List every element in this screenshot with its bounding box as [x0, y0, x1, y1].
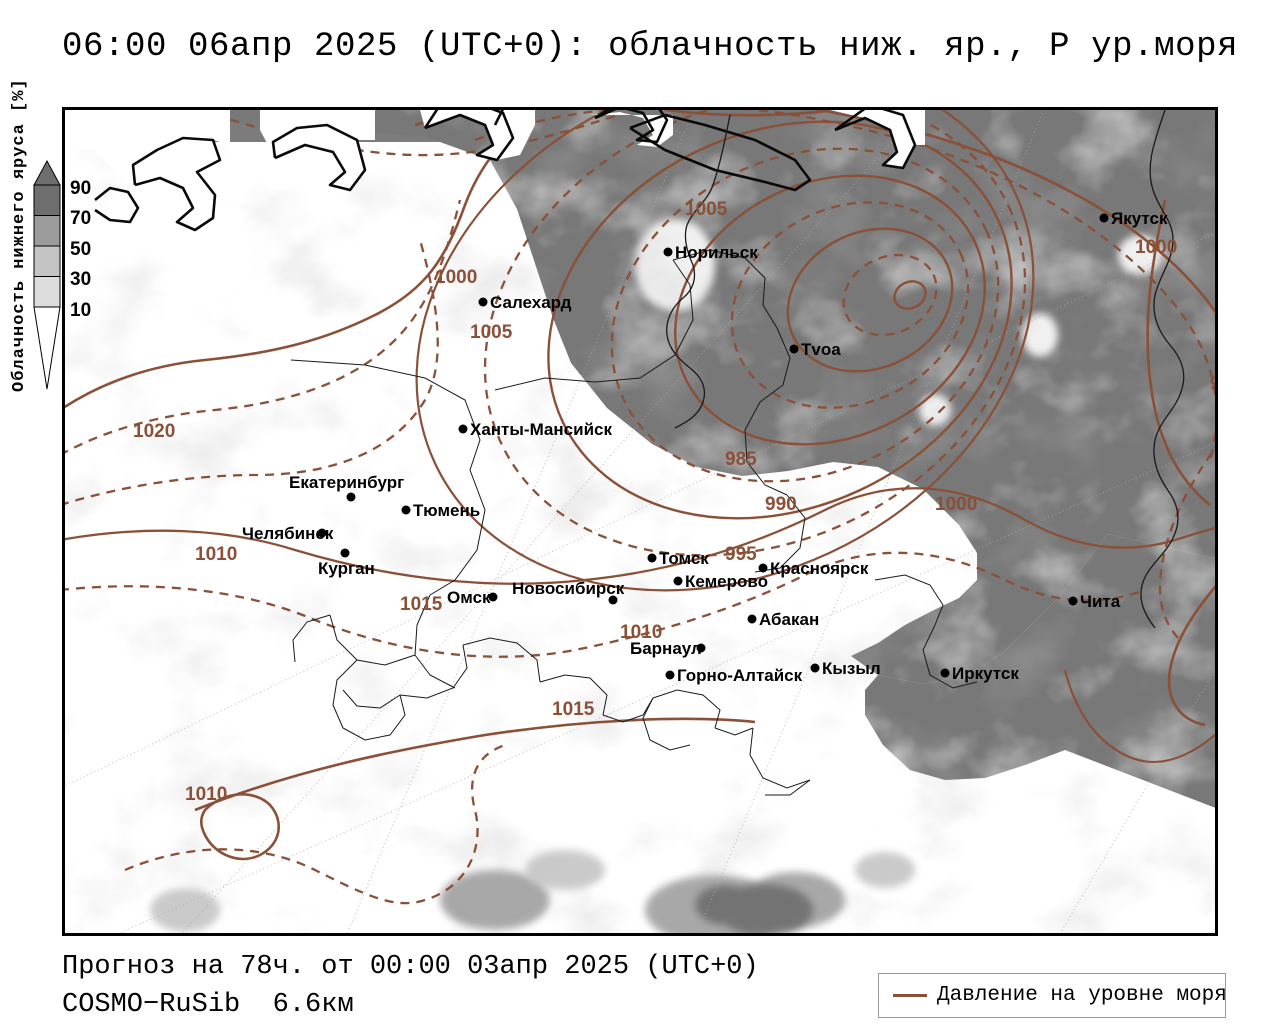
svg-text:50: 50 [70, 239, 91, 260]
svg-text:Курган: Курган [318, 559, 375, 578]
svg-text:Тюмень: Тюмень [413, 501, 480, 520]
svg-text:Новосибирск: Новосибирск [512, 579, 625, 598]
svg-text:Норильск: Норильск [675, 243, 758, 262]
svg-text:1000: 1000 [935, 494, 977, 515]
svg-text:30: 30 [70, 269, 91, 290]
svg-text:Иркутск: Иркутск [952, 664, 1019, 683]
svg-text:995: 995 [725, 544, 757, 565]
svg-text:990: 990 [765, 494, 797, 515]
svg-text:1005: 1005 [470, 322, 513, 343]
svg-text:1010: 1010 [195, 544, 237, 565]
svg-text:Кемерово: Кемерово [685, 572, 768, 591]
svg-text:90: 90 [70, 178, 91, 199]
svg-text:1000: 1000 [435, 267, 477, 288]
svg-text:Ханты-Мансийск: Ханты-Мансийск [470, 420, 612, 439]
svg-text:1015: 1015 [552, 699, 595, 720]
svg-text:Абакан: Абакан [759, 610, 819, 629]
svg-text:Салехард: Салехард [490, 293, 572, 312]
svg-text:Чита: Чита [1080, 592, 1121, 611]
svg-text:Якутск: Якутск [1111, 209, 1168, 228]
svg-text:Tvoa: Tvoa [801, 340, 841, 359]
svg-text:1005: 1005 [685, 199, 728, 220]
svg-text:1020: 1020 [133, 421, 175, 442]
svg-text:Горно-Алтайск: Горно-Алтайск [677, 666, 803, 685]
svg-text:Томск: Томск [659, 549, 709, 568]
svg-text:1000: 1000 [1135, 237, 1177, 258]
svg-text:Барнаул: Барнаул [630, 639, 702, 658]
svg-text:1015: 1015 [400, 594, 443, 615]
svg-text:Екатеринбург: Екатеринбург [289, 473, 404, 492]
svg-text:Омск: Омск [447, 588, 491, 607]
svg-text:995: 995 [1210, 374, 1218, 395]
svg-text:70: 70 [70, 208, 91, 229]
svg-text:10: 10 [70, 300, 91, 321]
svg-text:985: 985 [725, 449, 757, 470]
svg-text:Кызыл: Кызыл [822, 659, 881, 678]
svg-text:Красноярск: Красноярск [770, 559, 869, 578]
svg-text:Челябинск: Челябинск [242, 524, 334, 543]
svg-text:1010: 1010 [185, 784, 227, 805]
